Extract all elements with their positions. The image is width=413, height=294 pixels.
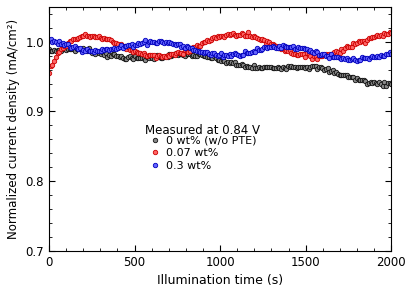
0.3 wt% [47, 38, 52, 42]
0 wt% (w/o PTE) [67, 47, 72, 50]
Line: 0.3 wt%: 0.3 wt% [47, 37, 394, 63]
X-axis label: Illumination time (s): Illumination time (s) [157, 274, 283, 287]
Line: 0 wt% (w/o PTE): 0 wt% (w/o PTE) [47, 46, 394, 88]
0.3 wt% [363, 56, 368, 59]
0 wt% (w/o PTE) [373, 81, 378, 85]
0 wt% (w/o PTE) [47, 48, 52, 51]
0 wt% (w/o PTE) [81, 46, 86, 50]
0 wt% (w/o PTE) [139, 56, 144, 60]
0 wt% (w/o PTE) [361, 78, 366, 81]
0.3 wt% [375, 54, 380, 57]
0.07 wt% [47, 71, 52, 74]
Line: 0.07 wt%: 0.07 wt% [47, 30, 394, 75]
0.3 wt% [69, 46, 74, 50]
0.3 wt% [139, 42, 144, 45]
0.07 wt% [138, 51, 142, 54]
0 wt% (w/o PTE) [384, 84, 389, 88]
Text: Measured at 0.84 V: Measured at 0.84 V [145, 124, 260, 137]
0.07 wt% [373, 34, 378, 38]
0.07 wt% [361, 39, 366, 43]
0.07 wt% [110, 40, 115, 44]
0.3 wt% [112, 46, 117, 50]
0.07 wt% [67, 39, 72, 43]
Y-axis label: Normalized current density (mA/cm²): Normalized current density (mA/cm²) [7, 19, 20, 239]
0 wt% (w/o PTE) [60, 46, 65, 50]
Legend: 0 wt% (w/o PTE), 0.07 wt%, 0.3 wt%: 0 wt% (w/o PTE), 0.07 wt%, 0.3 wt% [147, 134, 257, 172]
0.3 wt% [48, 38, 53, 41]
0.3 wt% [354, 59, 359, 62]
0.07 wt% [60, 46, 65, 50]
0 wt% (w/o PTE) [112, 52, 117, 56]
0.3 wt% [62, 43, 67, 46]
0.07 wt% [246, 31, 251, 34]
0.3 wt% [389, 52, 394, 56]
0.07 wt% [389, 31, 394, 35]
0 wt% (w/o PTE) [389, 82, 394, 86]
